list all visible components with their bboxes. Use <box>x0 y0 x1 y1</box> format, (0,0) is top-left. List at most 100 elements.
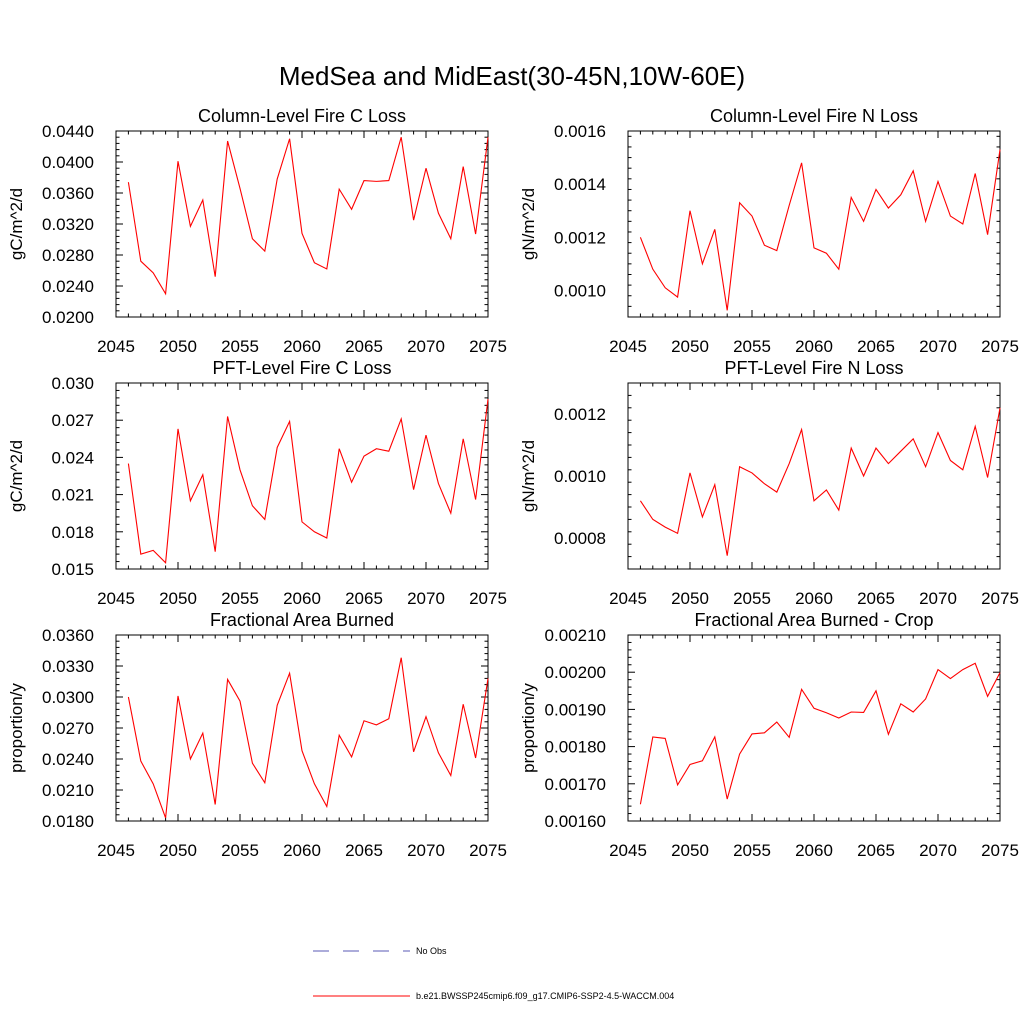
plot-frame <box>627 130 1001 318</box>
y-tick-label: 0.0012 <box>554 405 606 424</box>
x-tick-label: 2045 <box>97 841 135 860</box>
x-tick-label: 2045 <box>97 337 135 356</box>
panel-title: PFT-Level Fire N Loss <box>724 358 903 378</box>
chart-panel: Column-Level Fire N Loss gN/m^2/d 2045 2050… <box>519 106 1019 356</box>
x-tick-label: 2065 <box>345 841 383 860</box>
y-tick-label: 0.00200 <box>545 663 606 682</box>
x-tick-label: 2070 <box>919 589 957 608</box>
x-tick-label: 2070 <box>919 841 957 860</box>
y-tick-label: 0.00210 <box>545 626 606 645</box>
x-tick-label: 2070 <box>919 337 957 356</box>
y-tick-label: 0.0010 <box>554 467 606 486</box>
series-line <box>639 662 1001 805</box>
y-axis-label: gC/m^2/d <box>7 440 26 512</box>
y-tick-label: 0.0360 <box>42 184 94 203</box>
x-tick-label: 2055 <box>221 337 259 356</box>
x-tick-label: 2065 <box>345 337 383 356</box>
panel-title: PFT-Level Fire C Loss <box>212 358 391 378</box>
y-tick-label: 0.0300 <box>42 688 94 707</box>
y-tick-label: 0.0270 <box>42 719 94 738</box>
x-tick-label: 2060 <box>795 589 833 608</box>
panel-title: Fractional Area Burned - Crop <box>694 610 933 630</box>
x-tick-label: 2065 <box>345 589 383 608</box>
x-tick-label: 2075 <box>981 589 1019 608</box>
x-tick-label: 2070 <box>407 337 445 356</box>
legend: No Obs b.e21.BWSSP245cmip6.f09_g17.CMIP6… <box>313 946 674 1001</box>
panels-container: Column-Level Fire C Loss gC/m^2/d 2045 2050… <box>7 106 1019 860</box>
x-tick-label: 2055 <box>733 337 771 356</box>
x-tick-label: 2060 <box>283 841 321 860</box>
x-tick-label: 2055 <box>221 589 259 608</box>
x-tick-label: 2050 <box>671 841 709 860</box>
series-line <box>127 657 489 819</box>
x-tick-label: 2075 <box>981 841 1019 860</box>
y-axis-label: gN/m^2/d <box>519 440 538 512</box>
plot-frame <box>115 382 489 570</box>
y-tick-label: 0.024 <box>51 448 94 467</box>
chart-panel: Fractional Area Burned proportion/y 2045 20… <box>7 610 507 860</box>
y-tick-label: 0.00170 <box>545 775 606 794</box>
plot-frame <box>627 382 1001 570</box>
y-tick-label: 0.030 <box>51 374 94 393</box>
figure-title: MedSea and MidEast(30-45N,10W-60E) <box>279 61 745 91</box>
panel-title: Fractional Area Burned <box>210 610 394 630</box>
y-tick-label: 0.0400 <box>42 153 94 172</box>
y-tick-label: 0.027 <box>51 411 94 430</box>
y-axis-label: proportion/y <box>7 683 26 773</box>
x-tick-label: 2075 <box>469 841 507 860</box>
panel-title: Column-Level Fire C Loss <box>198 106 406 126</box>
x-tick-label: 2050 <box>159 841 197 860</box>
x-tick-label: 2060 <box>795 841 833 860</box>
y-tick-label: 0.0200 <box>42 308 94 327</box>
x-tick-label: 2060 <box>795 337 833 356</box>
chart-panel: PFT-Level Fire N Loss gN/m^2/d 2045 2050 205… <box>519 358 1019 608</box>
y-tick-label: 0.0240 <box>42 750 94 769</box>
x-tick-label: 2070 <box>407 589 445 608</box>
y-tick-label: 0.00160 <box>545 812 606 831</box>
y-axis-label: gN/m^2/d <box>519 188 538 260</box>
chart-panel: PFT-Level Fire C Loss gC/m^2/d 2045 2050 205… <box>7 358 507 608</box>
chart-panel: Column-Level Fire C Loss gC/m^2/d 2045 2050… <box>7 106 507 356</box>
y-tick-label: 0.015 <box>51 560 94 579</box>
x-tick-label: 2070 <box>407 841 445 860</box>
x-tick-label: 2045 <box>609 337 647 356</box>
y-tick-label: 0.0014 <box>554 175 606 194</box>
x-tick-label: 2075 <box>469 337 507 356</box>
y-tick-label: 0.00180 <box>545 738 606 757</box>
x-tick-label: 2055 <box>221 841 259 860</box>
legend-obs-label: No Obs <box>416 946 447 956</box>
y-axis-label: gC/m^2/d <box>7 188 26 260</box>
x-tick-label: 2065 <box>857 589 895 608</box>
y-tick-label: 0.0320 <box>42 215 94 234</box>
x-tick-label: 2075 <box>469 589 507 608</box>
x-tick-label: 2075 <box>981 337 1019 356</box>
y-tick-label: 0.0010 <box>554 281 606 300</box>
plot-frame <box>627 634 1001 822</box>
x-tick-label: 2055 <box>733 589 771 608</box>
y-axis-label: proportion/y <box>519 683 538 773</box>
y-tick-label: 0.0360 <box>42 626 94 645</box>
x-tick-label: 2050 <box>671 589 709 608</box>
y-tick-label: 0.0012 <box>554 228 606 247</box>
x-tick-label: 2065 <box>857 841 895 860</box>
x-tick-label: 2060 <box>283 589 321 608</box>
y-tick-label: 0.0330 <box>42 657 94 676</box>
panel-title: Column-Level Fire N Loss <box>710 106 918 126</box>
y-tick-label: 0.0440 <box>42 122 94 141</box>
x-tick-label: 2050 <box>671 337 709 356</box>
y-tick-label: 0.0240 <box>42 277 94 296</box>
y-tick-label: 0.00190 <box>545 700 606 719</box>
y-tick-label: 0.0016 <box>554 122 606 141</box>
x-tick-label: 2045 <box>97 589 135 608</box>
series-line <box>639 149 1001 311</box>
plot-frame <box>115 634 489 822</box>
x-tick-label: 2060 <box>283 337 321 356</box>
y-tick-label: 0.0280 <box>42 246 94 265</box>
x-tick-label: 2045 <box>609 841 647 860</box>
chart-panel: Fractional Area Burned - Crop proportion/… <box>519 610 1019 860</box>
y-tick-label: 0.018 <box>51 523 94 542</box>
y-tick-label: 0.0180 <box>42 812 94 831</box>
x-tick-label: 2055 <box>733 841 771 860</box>
legend-model-label: b.e21.BWSSP245cmip6.f09_g17.CMIP6-SSP2-4… <box>416 991 674 1001</box>
